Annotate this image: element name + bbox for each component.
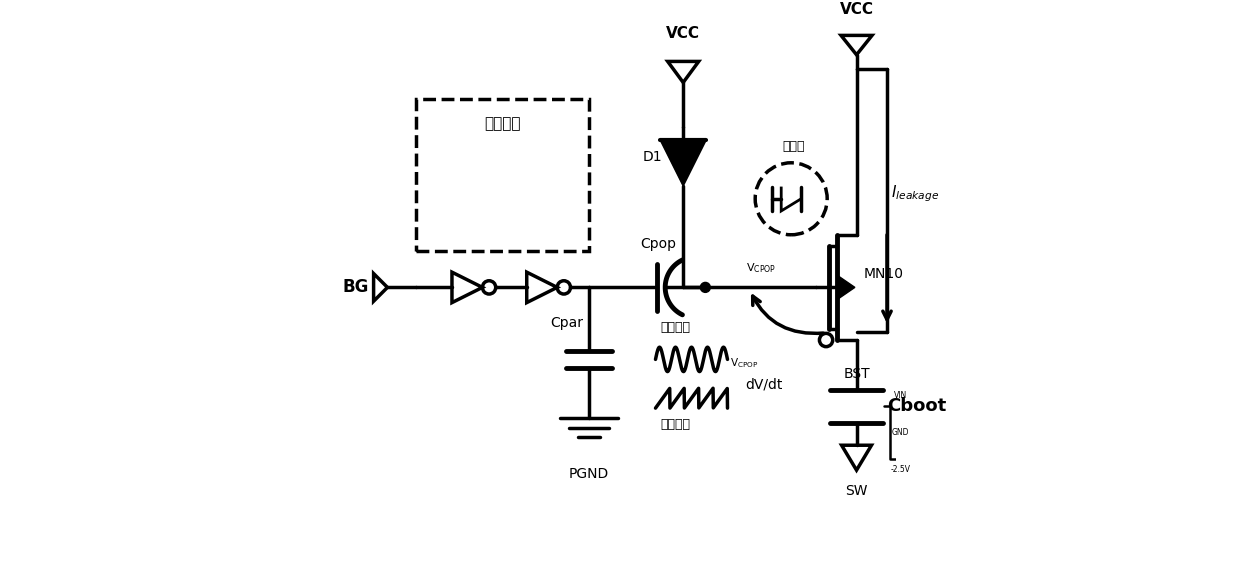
Text: 反相器链: 反相器链 (484, 116, 520, 132)
Text: 电源抖动: 电源抖动 (660, 321, 690, 334)
Text: VCC: VCC (840, 2, 873, 17)
Text: 误开启: 误开启 (783, 140, 805, 153)
Text: GND: GND (892, 428, 909, 437)
Text: MN10: MN10 (864, 267, 903, 281)
Text: PGND: PGND (569, 467, 610, 481)
Text: D1: D1 (643, 150, 662, 164)
Text: dV/dt: dV/dt (745, 377, 782, 392)
Text: VCC: VCC (667, 26, 700, 41)
Text: BG: BG (342, 279, 368, 297)
Text: 地弹效应: 地弹效应 (660, 418, 690, 431)
Text: Cpop: Cpop (641, 237, 676, 251)
Text: VIN: VIN (893, 391, 907, 400)
Polygon shape (660, 140, 706, 186)
Text: SW: SW (845, 484, 867, 498)
Text: -2.5V: -2.5V (891, 464, 911, 473)
Text: $\rm{V_{CPOP}}$: $\rm{V_{CPOP}}$ (746, 261, 776, 275)
Text: BST: BST (844, 367, 870, 381)
Text: Cboot: Cboot (887, 397, 947, 415)
Text: $I_{leakage}$: $I_{leakage}$ (891, 183, 939, 203)
Text: $\rm{V_{CPOP}}$: $\rm{V_{CPOP}}$ (730, 357, 758, 370)
Polygon shape (838, 275, 855, 299)
Circle shape (700, 282, 710, 292)
Text: Cpar: Cpar (550, 316, 584, 331)
